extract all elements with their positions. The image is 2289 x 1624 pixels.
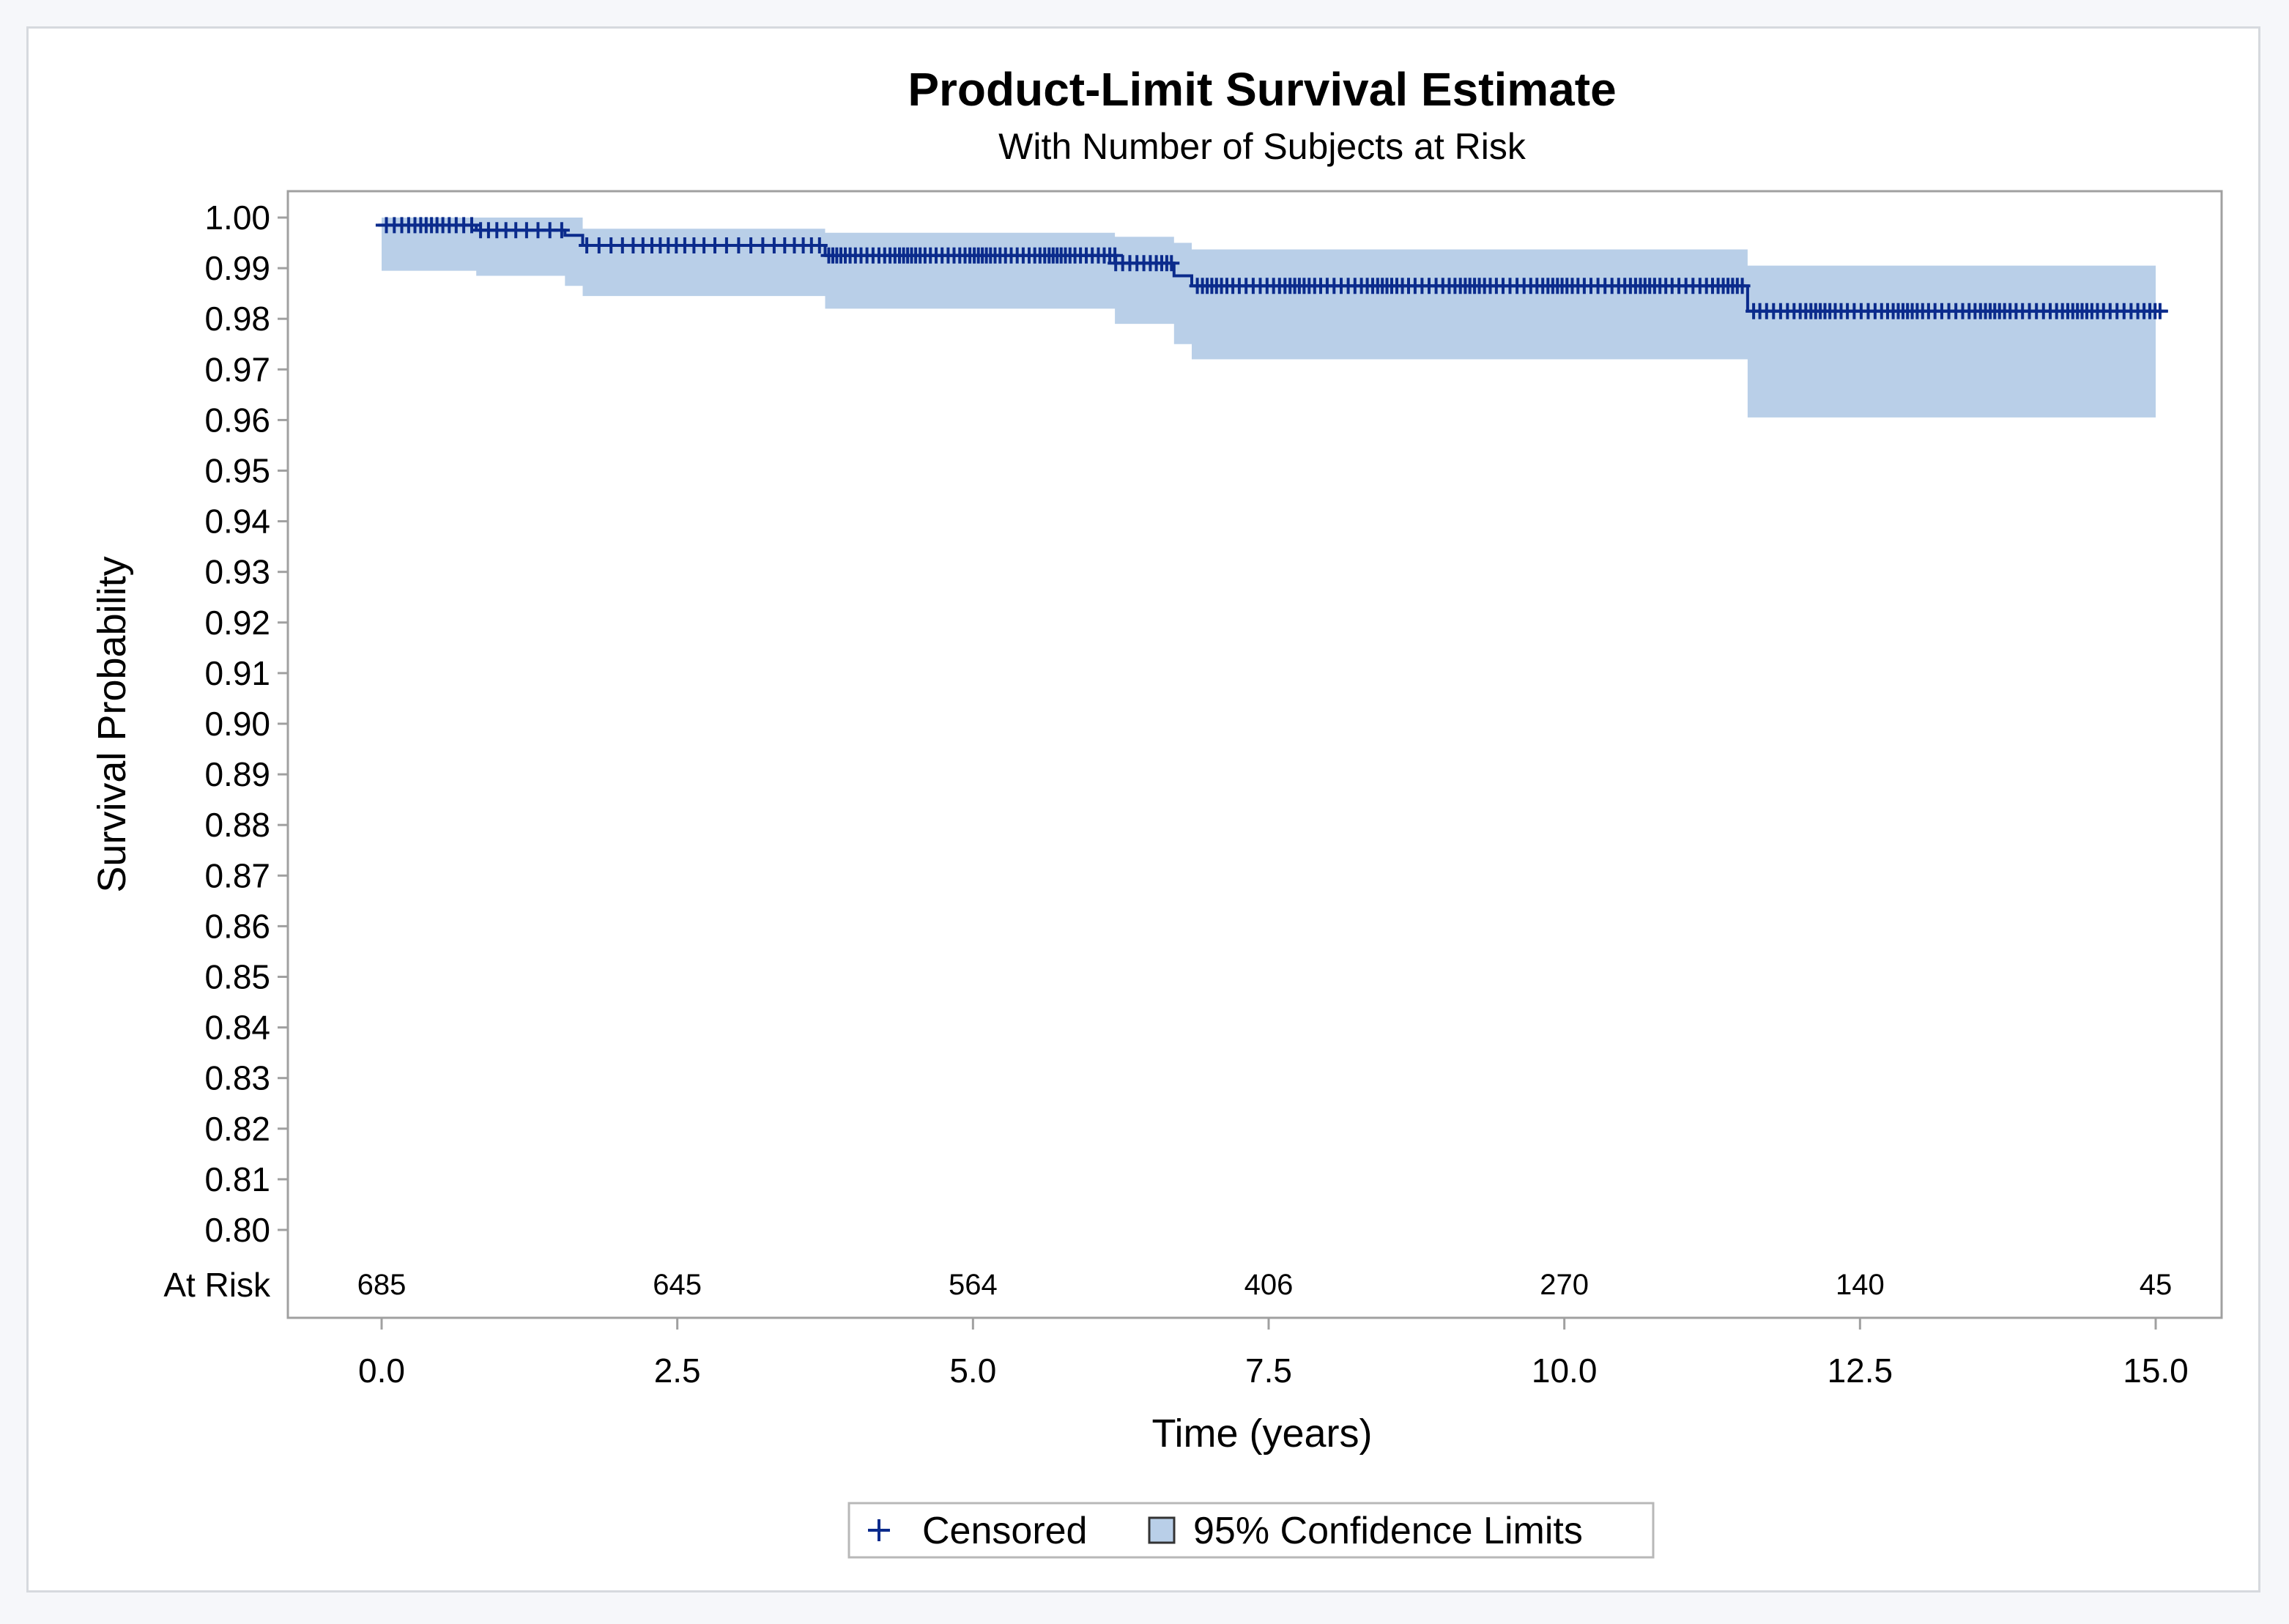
x-tick-label: 5.0 [949, 1352, 996, 1390]
censored-marker [1163, 255, 1180, 272]
y-tick-label: 1.00 [204, 199, 270, 237]
censored-marker [2151, 303, 2168, 319]
y-tick-label: 0.97 [204, 350, 270, 388]
y-tick-label: 0.87 [204, 856, 270, 894]
at-risk-count: 564 [949, 1269, 998, 1301]
censored-marker [464, 217, 480, 234]
at-risk-count: 270 [1540, 1269, 1589, 1301]
x-tick-label: 12.5 [1828, 1352, 1893, 1390]
chart-frame: Product-Limit Survival Estimate With Num… [26, 26, 2260, 1593]
legend-confidence-swatch [1148, 1516, 1176, 1544]
censored-marker [553, 222, 570, 239]
x-tick-label: 15.0 [2123, 1352, 2189, 1390]
censored-marker [1734, 278, 1751, 294]
y-tick-label: 0.83 [204, 1059, 270, 1097]
y-tick-label: 0.98 [204, 300, 270, 338]
legend: Censored 95% Confidence Limits [847, 1502, 1655, 1559]
at-risk-count: 45 [2140, 1269, 2173, 1301]
x-tick-label: 7.5 [1245, 1352, 1292, 1390]
y-tick-label: 0.93 [204, 553, 270, 591]
legend-confidence-label: 95% Confidence Limits [1193, 1510, 1583, 1552]
y-tick-label: 0.86 [204, 907, 270, 945]
censored-marker [811, 237, 828, 253]
at-risk-count: 645 [653, 1269, 702, 1301]
y-tick-label: 0.85 [204, 958, 270, 996]
chart-svg: Product-Limit Survival Estimate With Num… [90, 63, 2223, 1559]
plot-frame [286, 190, 2223, 1319]
at-risk-label: At Risk [163, 1266, 271, 1304]
y-tick-label: 0.92 [204, 604, 270, 642]
legend-censored-marker [868, 1519, 890, 1541]
censored-markers [378, 217, 2168, 319]
confidence-band [382, 218, 2156, 418]
legend-censored-label: Censored [922, 1510, 1087, 1552]
y-axis-label: Survival Probability [90, 556, 134, 892]
x-axis-label: Time (years) [1151, 1412, 1372, 1456]
y-tick-label: 0.95 [204, 452, 270, 490]
at-risk-count: 140 [1836, 1269, 1885, 1301]
y-tick-label: 0.94 [204, 503, 270, 541]
y-tick-label: 0.96 [204, 401, 270, 439]
y-tick-label: 0.81 [204, 1160, 270, 1198]
x-tick-label: 2.5 [654, 1352, 701, 1390]
y-tick-label: 0.88 [204, 806, 270, 844]
chart-subtitle: With Number of Subjects at Risk [998, 126, 1526, 167]
plot-area: 1.00 0.99 0.98 0.97 0.96 0.95 0.94 0.93 0.92 0.91… [163, 190, 2223, 1390]
y-tick-label: 0.91 [204, 654, 270, 692]
x-tick-label: 10.0 [1532, 1352, 1598, 1390]
at-risk-count: 406 [1244, 1269, 1294, 1301]
y-tick-label: 0.89 [204, 755, 270, 793]
legend-box [847, 1502, 1655, 1559]
at-risk-count: 685 [357, 1269, 407, 1301]
y-tick-label: 0.99 [204, 249, 270, 287]
chart-title: Product-Limit Survival Estimate [908, 63, 1616, 116]
y-tick-label: 0.90 [204, 705, 270, 743]
x-tick-label: 0.0 [358, 1352, 405, 1390]
y-tick-label: 0.82 [204, 1110, 270, 1148]
y-tick-label: 0.84 [204, 1009, 270, 1047]
y-tick-label: 0.80 [204, 1211, 270, 1249]
